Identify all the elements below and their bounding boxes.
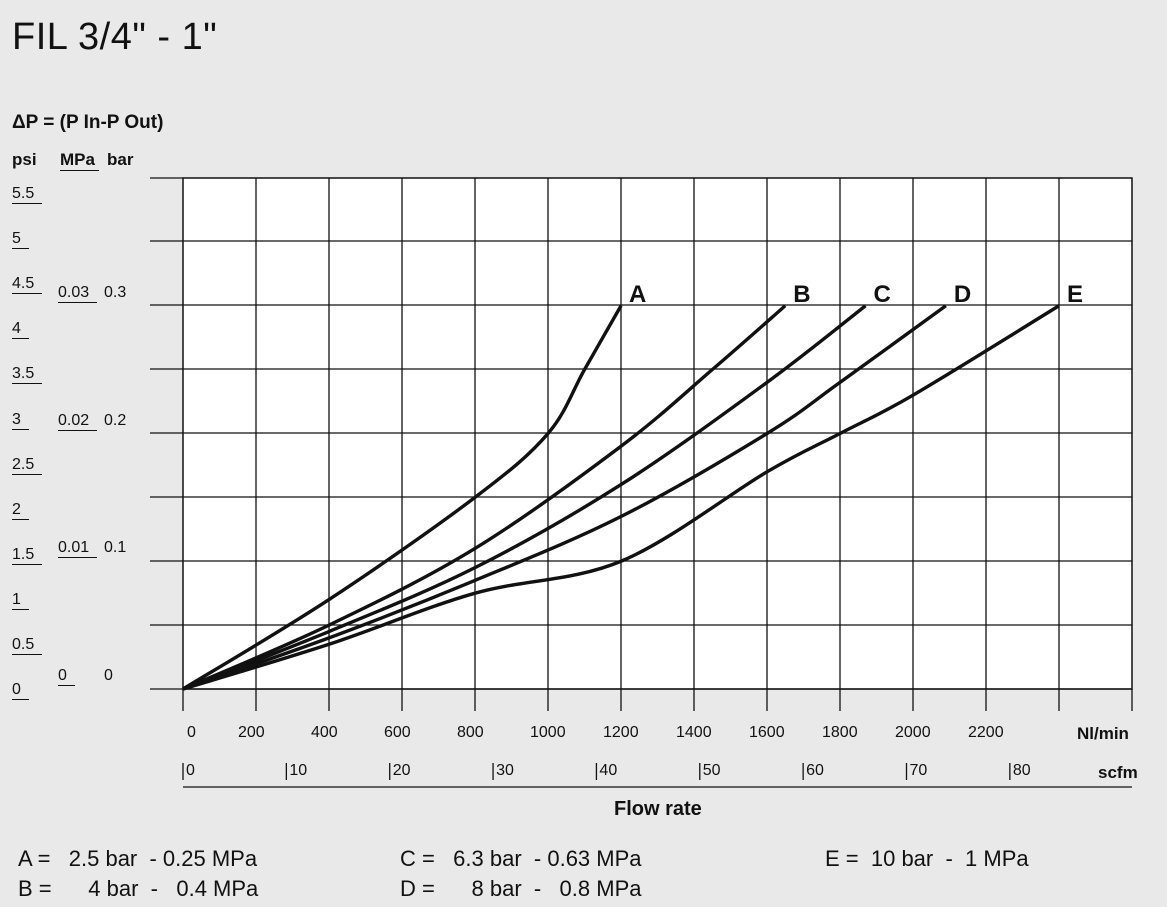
curve-label-a: A bbox=[629, 281, 646, 308]
mpa-tick-label: 0.02 bbox=[58, 412, 98, 431]
psi-tick-label: 3.5 bbox=[12, 365, 43, 385]
scfm-tick-label: 80 bbox=[1012, 762, 1031, 779]
scfm-tick-label: 40 bbox=[599, 762, 618, 779]
legend-item-b: B = 4 bar - 0.4 MPa bbox=[18, 876, 259, 901]
psi-tick-label: 0 bbox=[12, 681, 29, 701]
mpa-tick-label: 0.01 bbox=[58, 539, 98, 559]
scfm-tick-label: 20 bbox=[392, 762, 411, 779]
bar-tick-label: 0.1 bbox=[104, 539, 127, 557]
psi-tick-label: 3 bbox=[12, 411, 29, 430]
legend-item-c: C = 6.3 bar - 0.63 MPa bbox=[400, 846, 642, 871]
curve-label-b: B bbox=[793, 281, 810, 308]
curve-label-c: C bbox=[874, 281, 891, 308]
x-tick-label: 400 bbox=[311, 724, 338, 741]
psi-tick-label: 0.5 bbox=[12, 636, 43, 655]
legend-item-e: E = 10 bar - 1 MPa bbox=[825, 846, 1029, 871]
curve-label-d: D bbox=[954, 281, 971, 308]
x-tick-label: 600 bbox=[384, 724, 411, 741]
scfm-tick-label: 0 bbox=[186, 762, 195, 779]
psi-tick-label: 2.5 bbox=[12, 456, 43, 475]
delta-p-label: ΔP = (P In-P Out) bbox=[12, 112, 164, 133]
scfm-tick-label: 50 bbox=[702, 762, 721, 779]
mpa-unit-label: MPa bbox=[60, 150, 99, 171]
x-tick-label: 1000 bbox=[530, 724, 566, 741]
curve-c bbox=[182, 304, 867, 691]
curve-e bbox=[182, 304, 1060, 691]
psi-tick-label: 1 bbox=[12, 591, 29, 610]
x-axis-title: Flow rate bbox=[614, 798, 702, 820]
curve-d bbox=[182, 304, 947, 691]
x-tick-label: 200 bbox=[238, 724, 265, 741]
scfm-tick-label: 30 bbox=[496, 762, 514, 779]
x-tick-label: 2200 bbox=[968, 724, 1004, 741]
scfm-tick-label: 70 bbox=[909, 762, 928, 779]
scfm-tick-label: 10 bbox=[289, 762, 308, 779]
scfm-tick-label: 60 bbox=[806, 762, 824, 779]
x-tick-label: 1600 bbox=[749, 724, 785, 741]
x-tick-label: 2000 bbox=[895, 724, 931, 741]
bar-tick-label: 0 bbox=[104, 667, 113, 684]
page-title: FIL 3/4" - 1" bbox=[12, 16, 218, 58]
scfm-unit: scfm bbox=[1098, 763, 1138, 782]
psi-tick-label: 5.5 bbox=[12, 185, 43, 204]
psi-tick-label: 4 bbox=[12, 320, 29, 340]
nl-min-unit: Nl/min bbox=[1077, 724, 1129, 743]
psi-tick-label: 5 bbox=[12, 230, 29, 250]
x-tick-label: 1200 bbox=[603, 724, 639, 741]
curve-b bbox=[182, 304, 787, 691]
mpa-tick-label: 0 bbox=[58, 667, 75, 686]
psi-tick-label: 2 bbox=[12, 501, 29, 520]
bar-tick-label: 0.2 bbox=[104, 411, 127, 429]
x-tick-label: 800 bbox=[457, 724, 484, 741]
psi-tick-label: 4.5 bbox=[12, 275, 43, 295]
mpa-tick-label: 0.03 bbox=[58, 284, 98, 303]
bar-unit-label: bar bbox=[107, 150, 134, 169]
legend-item-d: D = 8 bar - 0.8 MPa bbox=[400, 876, 642, 901]
curve-a bbox=[182, 304, 623, 691]
bar-tick-label: 0.3 bbox=[104, 283, 127, 301]
psi-tick-label: 1.5 bbox=[12, 546, 43, 565]
psi-unit-label: psi bbox=[12, 150, 37, 169]
legend-item-a: A = 2.5 bar - 0.25 MPa bbox=[18, 846, 258, 871]
curve-label-e: E bbox=[1067, 281, 1083, 308]
x-tick-label: 0 bbox=[187, 724, 196, 741]
x-tick-label: 1800 bbox=[822, 724, 858, 741]
x-tick-label: 1400 bbox=[676, 724, 712, 741]
